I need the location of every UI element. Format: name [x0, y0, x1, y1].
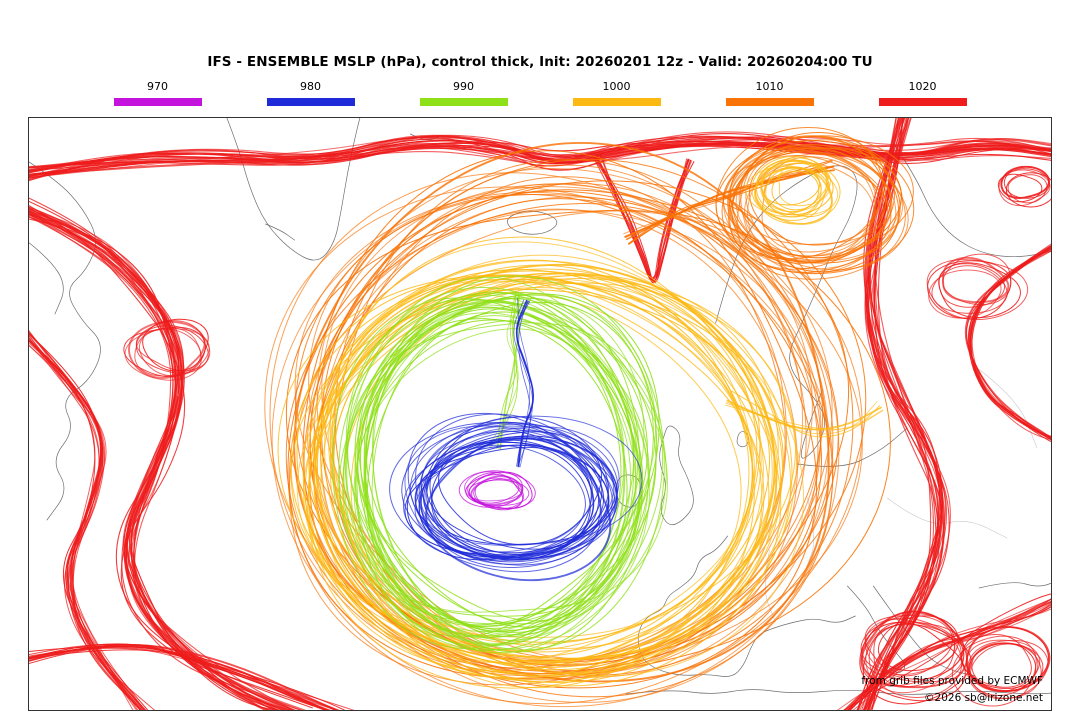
legend-label: 1010: [755, 80, 784, 93]
legend-swatch-1000: [572, 98, 661, 106]
chart-title: IFS - ENSEMBLE MSLP (hPa), control thick…: [207, 54, 873, 70]
legend-label: 1000: [602, 80, 631, 93]
legend-item-980: 980: [266, 80, 355, 106]
credit-author: ©2026 sb@irizone.net: [924, 691, 1043, 704]
legend-swatch-970: [113, 98, 202, 106]
legend-item-970: 970: [113, 80, 202, 106]
legend-label: 980: [300, 80, 321, 93]
legend-item-1000: 1000: [572, 80, 661, 106]
legend-swatch-980: [266, 98, 355, 106]
credit-ecmwf: from grib files provided by ECMWF: [861, 675, 1043, 688]
legend-label: 1020: [908, 80, 937, 93]
legend-item-1010: 1010: [725, 80, 814, 106]
legend-item-1020: 1020: [878, 80, 967, 106]
map-credits: from grib files provided by ECMWF ©2026 …: [861, 673, 1043, 706]
legend-label: 970: [147, 80, 168, 93]
map-frame: from grib files provided by ECMWF ©2026 …: [28, 117, 1052, 711]
legend-swatch-990: [419, 98, 508, 106]
legend-item-990: 990: [419, 80, 508, 106]
legend-swatch-1010: [725, 98, 814, 106]
legend-label: 990: [453, 80, 474, 93]
mslp-spaghetti-map: [29, 118, 1051, 710]
pressure-legend: 970 980 990 1000 1010 1020: [0, 80, 1080, 106]
legend-swatch-1020: [878, 98, 967, 106]
